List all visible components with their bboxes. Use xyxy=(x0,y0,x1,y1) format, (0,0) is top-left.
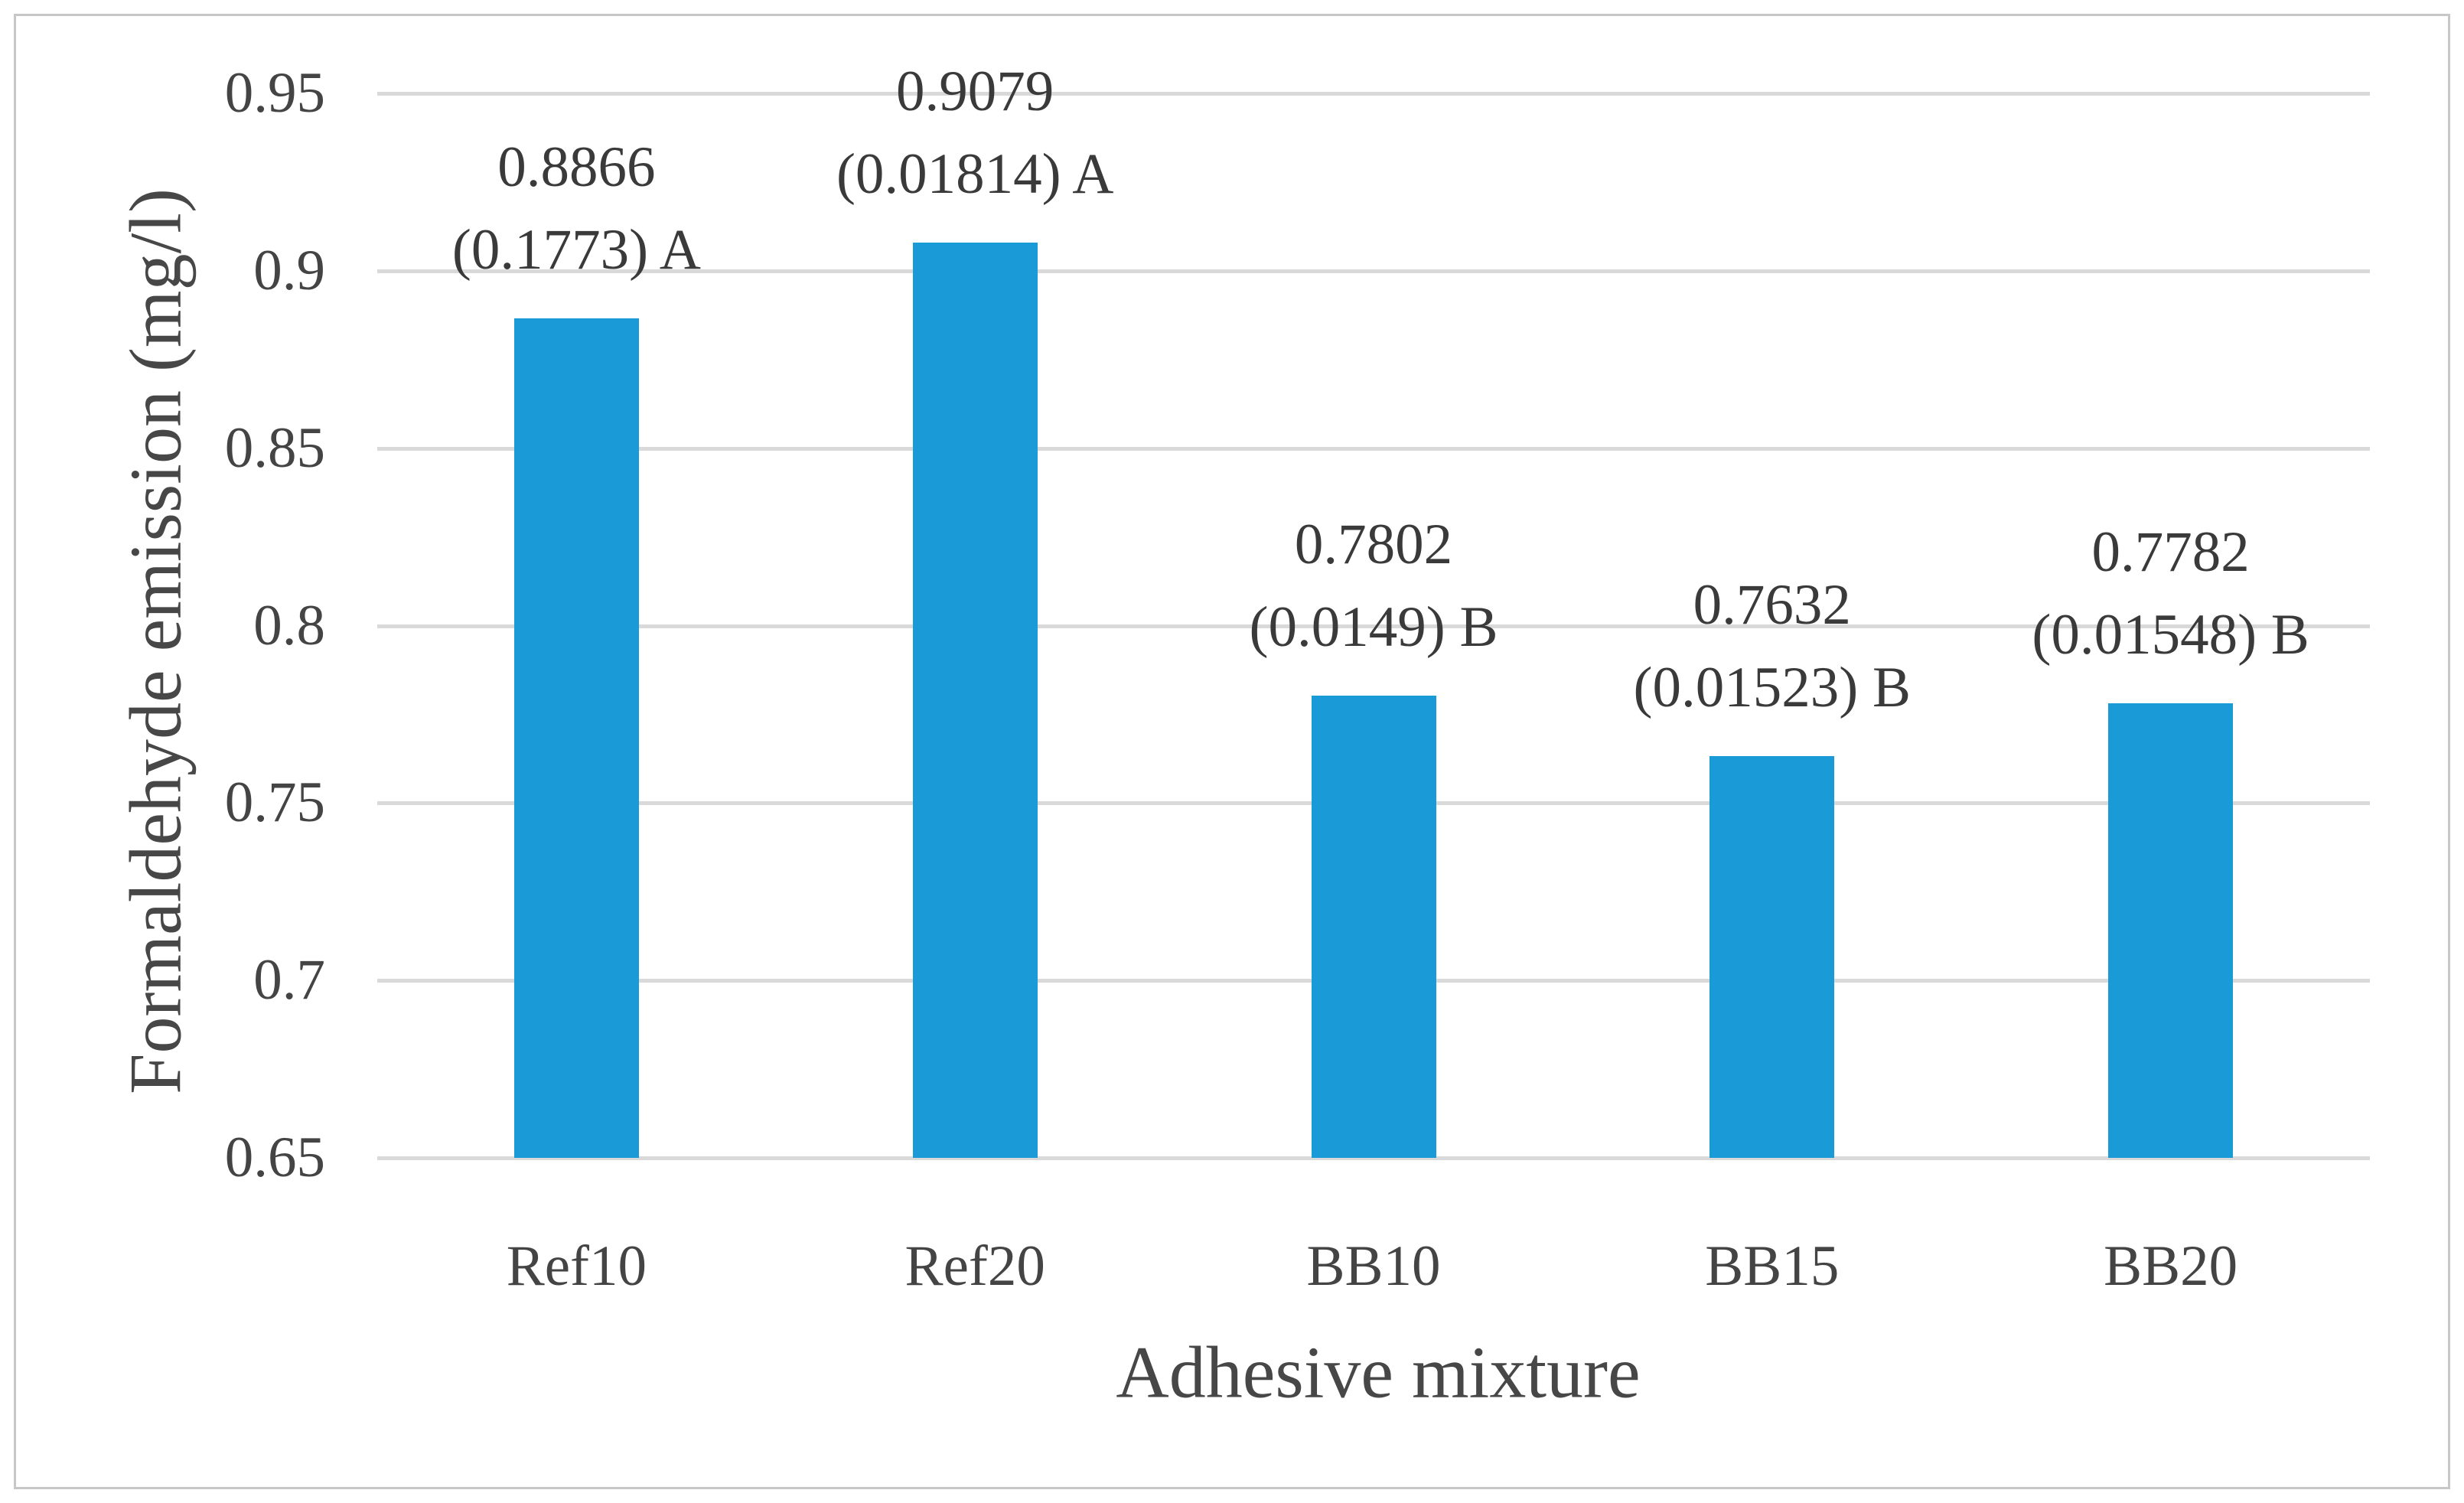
data-label-sd-group-BB20: (0.01548) B xyxy=(2032,602,2309,667)
bar-Ref10 xyxy=(513,318,639,1158)
data-label-BB10: 0.7802 (0.0149) B xyxy=(1250,504,1498,669)
figure-frame: Formaldehyde emission (mg/l) Adhesive mi… xyxy=(14,14,2450,1489)
x-tick-label-BB20: BB20 xyxy=(2104,1234,2238,1298)
data-label-BB20: 0.7782 (0.01548) B xyxy=(2032,511,2309,677)
x-tick-label-Ref20: Ref20 xyxy=(904,1234,1045,1298)
data-label-value-Ref10: 0.8866 xyxy=(497,135,656,199)
y-tick-label-0.9: 0.9 xyxy=(253,238,325,302)
y-tick-label-0.8: 0.8 xyxy=(253,593,325,657)
data-label-sd-group-BB15: (0.01523) B xyxy=(1633,656,1912,720)
data-label-value-BB15: 0.7632 xyxy=(1693,573,1851,637)
data-label-Ref10: 0.8866 (0.1773) A xyxy=(452,126,701,292)
data-label-Ref20: 0.9079 (0.01814) A xyxy=(836,51,1113,216)
data-label-sd-group-BB10: (0.0149) B xyxy=(1249,595,1498,660)
data-label-value-BB20: 0.7782 xyxy=(2091,520,2250,584)
y-tick-label-0.7: 0.7 xyxy=(253,948,325,1012)
x-tick-label-BB15: BB15 xyxy=(1705,1234,1840,1298)
plot-area: 0.8866 (0.1773) A 0.9079 (0.01814) A 0.7802 (… xyxy=(377,60,2370,1160)
gridline-y-0.65 xyxy=(377,1156,2370,1160)
y-tick-label-0.95: 0.95 xyxy=(224,61,325,125)
bar-BB10 xyxy=(1311,696,1436,1158)
y-tick-label-0.65: 0.65 xyxy=(224,1126,325,1189)
y-tick-label-0.75: 0.75 xyxy=(224,771,325,835)
y-tick-label-0.85: 0.85 xyxy=(224,416,325,480)
x-axis-title: Adhesive mixture xyxy=(1116,1331,1641,1413)
data-label-sd-group-Ref20: (0.01814) A xyxy=(836,142,1114,207)
bar-BB15 xyxy=(1709,756,1835,1158)
bar-BB20 xyxy=(2108,703,2234,1158)
bar-Ref20 xyxy=(912,243,1038,1158)
data-label-BB15: 0.7632 (0.01523) B xyxy=(1634,564,1911,729)
gridline-y-0.85 xyxy=(377,446,2370,451)
data-label-value-Ref20: 0.9079 xyxy=(896,60,1054,124)
y-axis-title: Formaldehyde emission (mg/l) xyxy=(114,188,197,1094)
data-label-value-BB10: 0.7802 xyxy=(1294,513,1453,577)
gridline-y-0.8 xyxy=(377,624,2370,628)
x-tick-label-Ref10: Ref10 xyxy=(506,1234,647,1298)
gridline-y-0.9 xyxy=(377,269,2370,273)
gridline-y-0.95 xyxy=(377,92,2370,96)
data-label-sd-group-Ref10: (0.1773) A xyxy=(451,217,701,282)
x-tick-label-BB10: BB10 xyxy=(1306,1234,1441,1298)
